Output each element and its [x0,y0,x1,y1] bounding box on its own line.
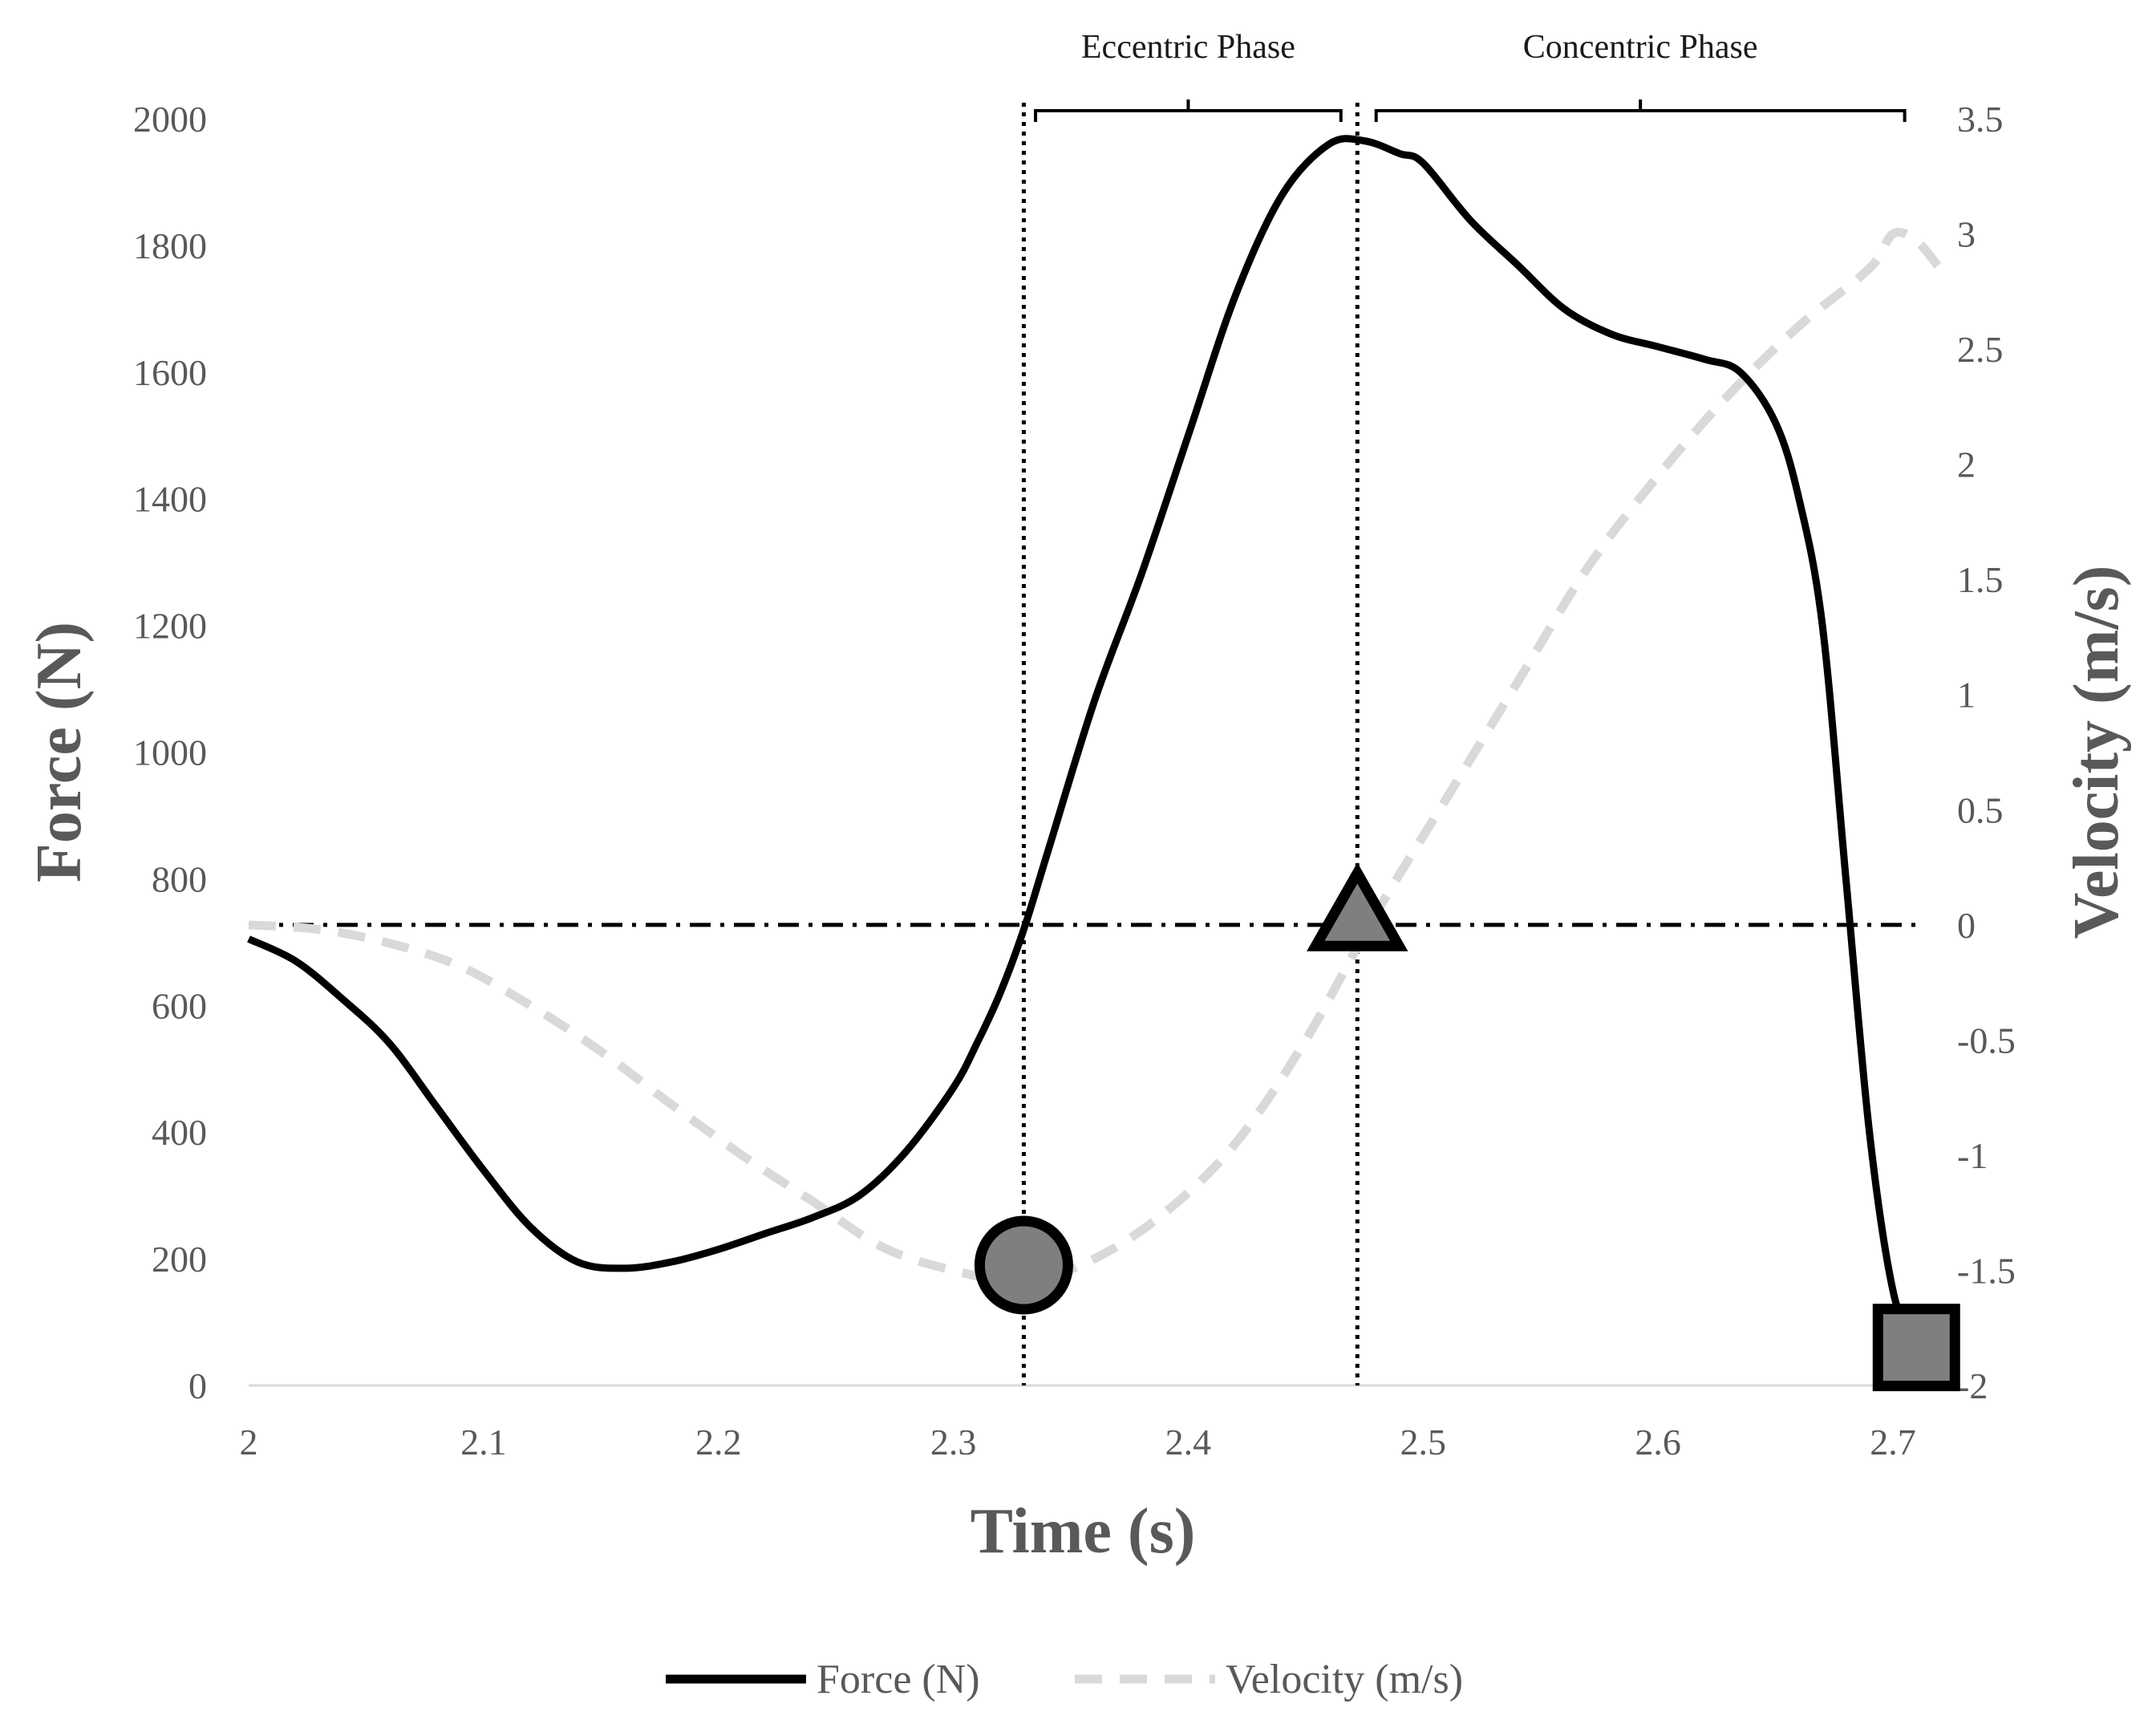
x-tick-label: 2.6 [1635,1422,1681,1462]
reference-lines [249,103,1925,1385]
takeoff-square-marker [1872,1304,1960,1392]
right-tick-label: 0 [1957,905,1976,946]
left-tick-label: 600 [152,985,207,1026]
velocity-series-line [248,227,1943,1287]
right-tick-label: 1 [1957,675,1976,716]
eccentric-start-circle-marker [974,1215,1073,1315]
right-tick-label: -1.5 [1957,1250,2016,1291]
right-tick-label: 0.5 [1957,789,2004,830]
phase-brackets: Eccentric Phase Concentric Phase [1034,29,1907,122]
right-tick-label: 2.5 [1957,329,2004,370]
left-axis-ticks: 0 200 400 600 800 1000 1200 1400 1600 1800 2000 [133,99,207,1406]
phase-label: Eccentric Phase [1081,29,1295,66]
left-tick-label: 400 [152,1112,207,1153]
x-axis-ticks: 2 2.1 2.2 2.3 2.4 2.5 2.6 2.7 [240,1422,1916,1462]
phase-label: Concentric Phase [1523,29,1758,66]
legend: Force (N) Velocity (m/s) [666,1657,1463,1702]
legend-velocity-label: Velocity (m/s) [1226,1657,1463,1702]
x-tick-label: 2 [240,1422,258,1462]
right-tick-label: -2 [1957,1365,1988,1406]
left-tick-label: 1200 [133,606,207,647]
x-tick-label: 2.2 [695,1422,742,1462]
left-tick-label: 0 [188,1365,207,1406]
right-tick-label: 3.5 [1957,99,2004,140]
phase-bracket [1034,99,1343,122]
right-axis-ticks: -2 -1.5 -1 -0.5 0 0.5 1 1.5 2 2.5 3 3.5 [1957,99,2016,1406]
right-tick-label: -0.5 [1957,1020,2016,1061]
left-tick-label: 200 [152,1239,207,1280]
x-tick-label: 2.7 [1870,1422,1916,1462]
x-tick-label: 2.4 [1165,1422,1212,1462]
left-tick-label: 1800 [133,225,207,266]
x-tick-label: 2.1 [460,1422,507,1462]
left-tick-label: 2000 [133,99,207,140]
transition-triangle-marker [1307,862,1408,951]
event-markers [974,862,1960,1392]
right-tick-label: 3 [1957,214,1976,255]
left-tick-label: 1400 [133,479,207,520]
y2-axis-title: Velocity (m/s) [2061,566,2132,939]
right-tick-label: -1 [1957,1135,1988,1176]
x-axis-title: Time (s) [971,1496,1196,1567]
y-axis-title: Force (N) [24,622,95,882]
x-tick-label: 2.5 [1400,1422,1447,1462]
left-tick-label: 1000 [133,732,207,773]
legend-force-label: Force (N) [817,1657,980,1702]
phase-bracket [1374,99,1907,122]
x-tick-label: 2.3 [930,1422,977,1462]
right-tick-label: 2 [1957,444,1976,485]
right-tick-label: 1.5 [1957,559,2004,600]
left-tick-label: 800 [152,858,207,899]
left-tick-label: 1600 [133,352,207,393]
force-series-line [247,135,1920,1356]
